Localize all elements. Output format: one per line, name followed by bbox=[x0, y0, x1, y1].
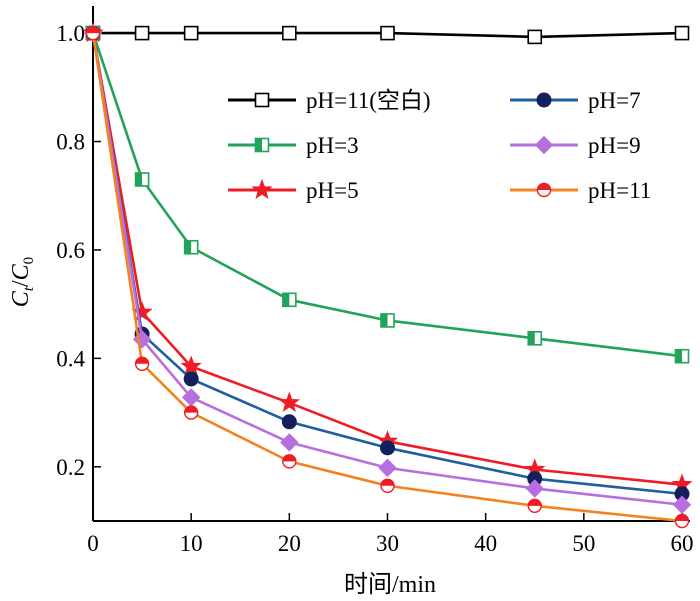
legend-label: pH=7 bbox=[588, 88, 641, 113]
data-point bbox=[183, 405, 199, 420]
data-point bbox=[527, 331, 543, 346]
data-point bbox=[183, 25, 199, 41]
data-point bbox=[278, 391, 300, 412]
x-axis-title: 时间/min bbox=[344, 571, 436, 598]
y-axis-title: Ct/C0 bbox=[8, 257, 37, 307]
y-tick-label: 0.6 bbox=[56, 238, 85, 263]
data-point bbox=[525, 479, 544, 498]
data-point bbox=[380, 440, 395, 456]
legend-label: pH=9 bbox=[588, 133, 641, 158]
data-point bbox=[380, 313, 395, 328]
x-tick-label: 30 bbox=[376, 531, 399, 556]
data-point bbox=[134, 172, 150, 187]
data-point bbox=[527, 498, 542, 514]
x-tick-label: 60 bbox=[671, 531, 694, 556]
y-axis-title-slash: / bbox=[8, 280, 34, 287]
data-point bbox=[527, 29, 543, 45]
legend-marker bbox=[251, 178, 273, 200]
data-point bbox=[380, 478, 395, 493]
plot-area bbox=[92, 6, 690, 522]
data-point bbox=[378, 458, 397, 478]
data-point bbox=[380, 25, 395, 41]
legend-marker bbox=[534, 135, 554, 155]
x-tick-label: 20 bbox=[278, 531, 301, 556]
data-point bbox=[280, 433, 299, 452]
x-tick-label: 40 bbox=[474, 531, 497, 556]
y-tick-label: 0.2 bbox=[56, 455, 85, 480]
y-axis-title-sub-0: 0 bbox=[21, 257, 37, 265]
legend-label: pH=11 bbox=[588, 178, 651, 203]
data-point bbox=[134, 356, 150, 371]
legend: pH=11(空白) pH=3 pH=5 pH=7 pH=9 pH=11 bbox=[228, 88, 651, 203]
legend-label: pH=3 bbox=[306, 133, 359, 158]
series-1 bbox=[85, 25, 690, 45]
series-6 bbox=[85, 25, 690, 529]
data-point bbox=[281, 414, 297, 430]
y-tick-label: 0.8 bbox=[56, 130, 85, 155]
y-axis-title-c0: C bbox=[8, 263, 34, 280]
y-axis-title-sub-t: t bbox=[21, 286, 37, 291]
data-point bbox=[674, 513, 690, 529]
legend-item: pH=11(空白) bbox=[228, 88, 431, 113]
data-point bbox=[674, 348, 690, 364]
legend-item: pH=7 bbox=[510, 88, 641, 113]
data-point bbox=[674, 25, 690, 41]
legend-marker bbox=[254, 92, 270, 108]
data-point bbox=[282, 25, 297, 41]
data-point bbox=[672, 495, 692, 514]
y-tick-label: 0.4 bbox=[56, 346, 85, 371]
data-point bbox=[183, 371, 199, 387]
data-point bbox=[180, 355, 202, 376]
legend-label: pH=5 bbox=[306, 178, 359, 203]
data-point bbox=[282, 454, 297, 469]
legend-item: pH=11 bbox=[510, 178, 651, 203]
legend-label: pH=11(空白) bbox=[306, 88, 431, 113]
series-layer bbox=[82, 21, 693, 529]
y-axis-ticks: 0.2 0.4 0.6 0.8 1.0 bbox=[56, 21, 101, 480]
data-point bbox=[183, 239, 199, 255]
y-axis-title-c: C bbox=[8, 290, 34, 307]
legend-marker bbox=[254, 137, 270, 153]
legend-marker bbox=[536, 92, 552, 108]
legend-item: pH=3 bbox=[228, 133, 359, 158]
y-tick-label: 1.0 bbox=[56, 21, 85, 46]
x-tick-label: 50 bbox=[572, 531, 595, 556]
legend-item: pH=9 bbox=[510, 133, 641, 158]
legend-marker bbox=[536, 182, 552, 198]
data-point bbox=[134, 25, 150, 41]
x-axis-ticks: 0 10 20 30 40 50 60 bbox=[87, 513, 694, 556]
x-tick-label: 0 bbox=[87, 531, 99, 556]
data-point bbox=[85, 25, 101, 41]
legend-item: pH=5 bbox=[228, 178, 359, 203]
data-point bbox=[282, 292, 297, 308]
x-tick-label: 10 bbox=[180, 531, 203, 556]
